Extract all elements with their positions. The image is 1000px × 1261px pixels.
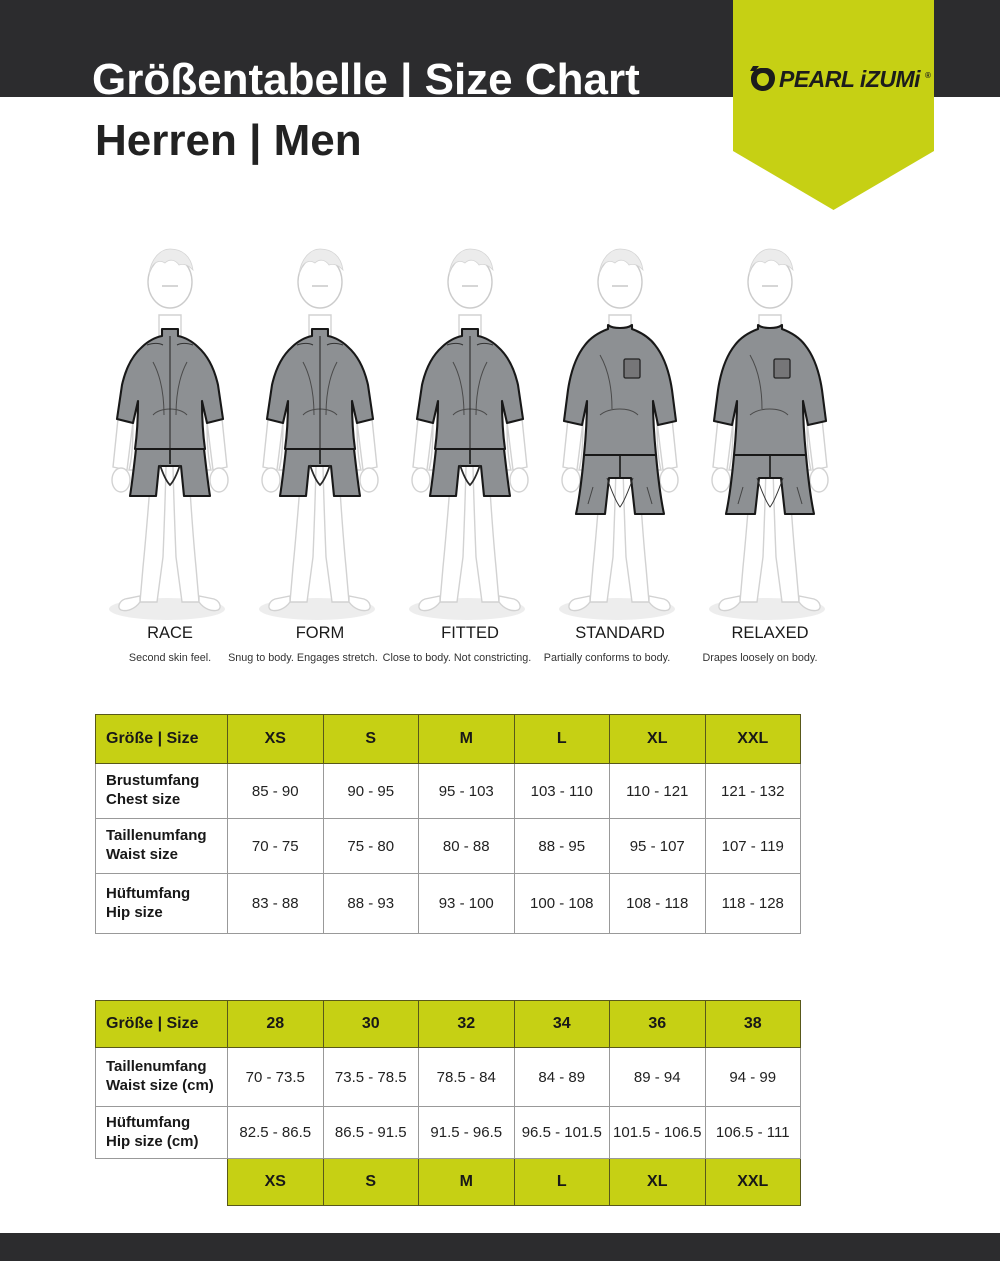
svg-text:PEARL iZUMi: PEARL iZUMi — [779, 66, 921, 92]
svg-text:®: ® — [925, 71, 931, 80]
